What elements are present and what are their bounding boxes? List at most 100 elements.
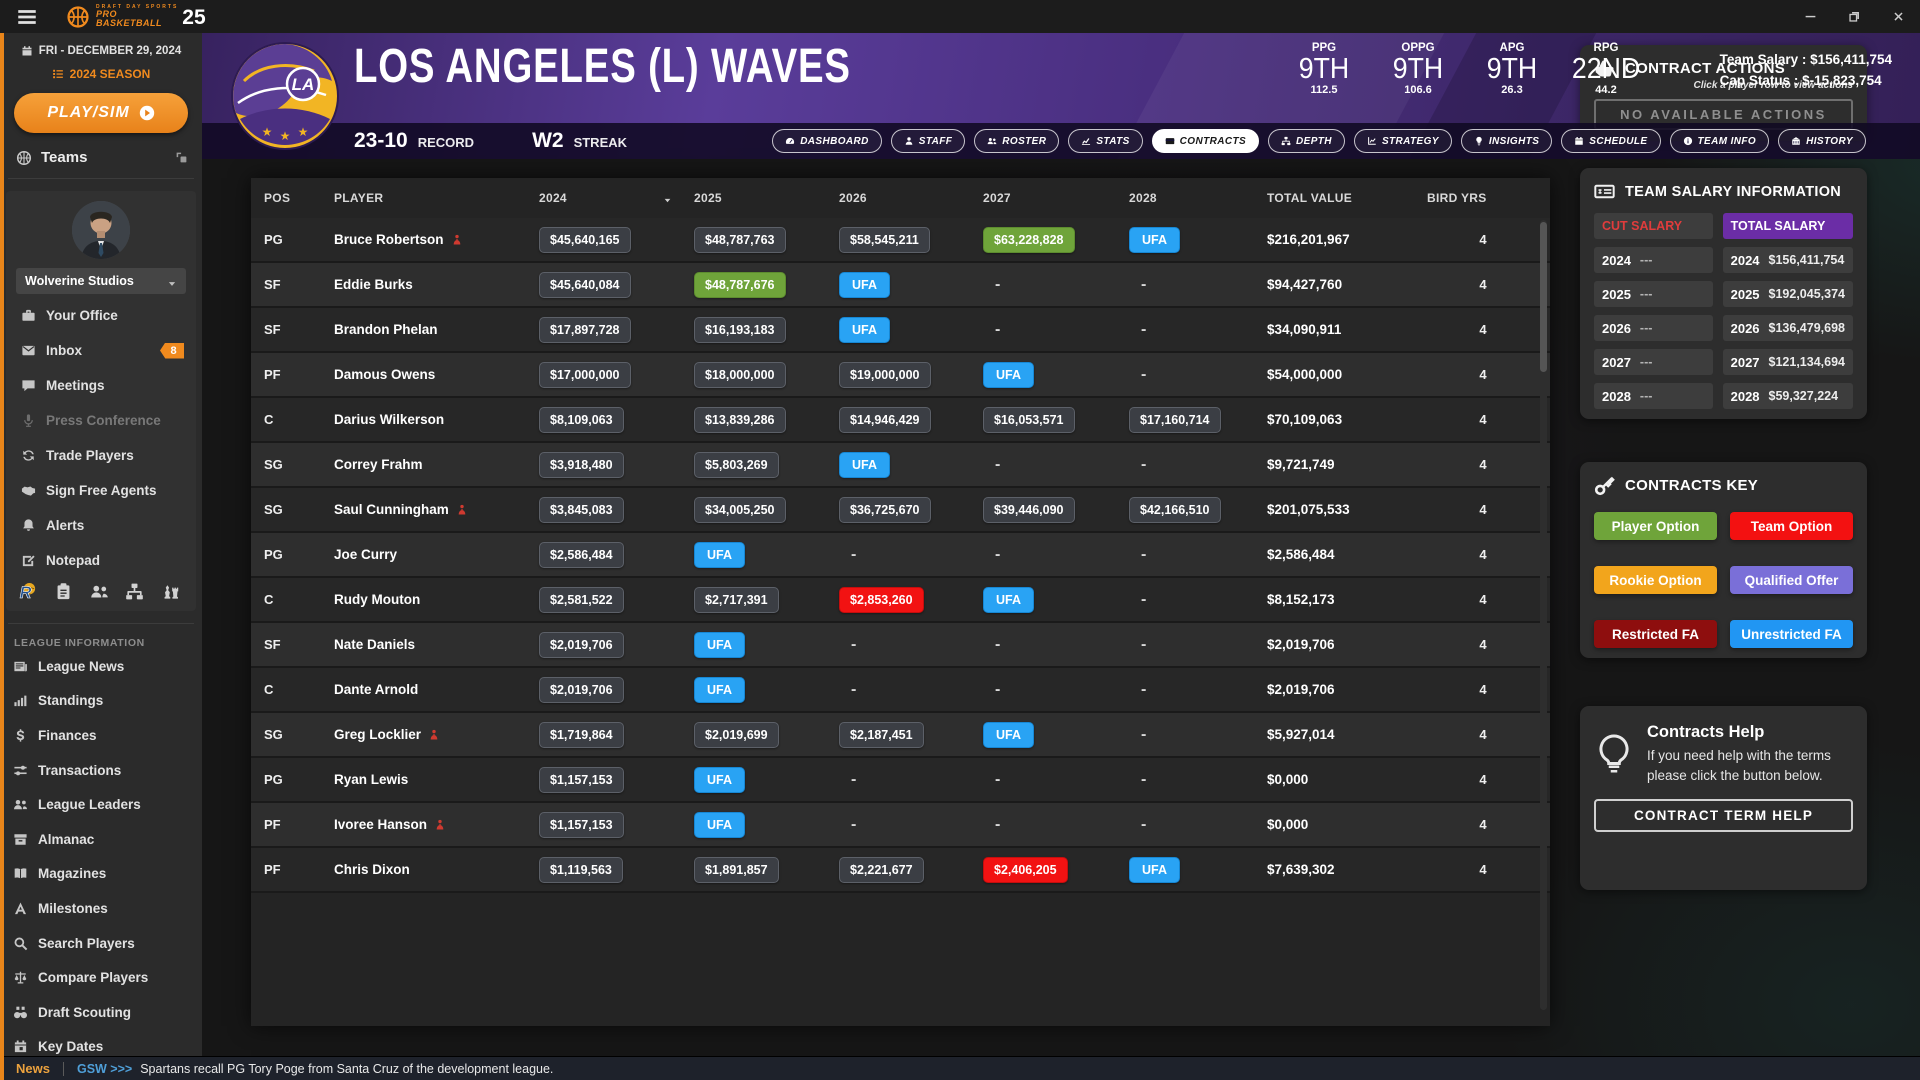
salary-chip[interactable]: $36,725,670 <box>839 496 931 523</box>
player-contract-row[interactable]: C Darius Wilkerson $8,109,063 $13,839,286 $… <box>251 398 1550 443</box>
team-option-chip[interactable]: $2,406,205 <box>983 856 1068 883</box>
salary-chip[interactable]: $16,053,571 <box>983 406 1075 433</box>
column-header-total-value[interactable]: TOTAL VALUE <box>1267 191 1353 205</box>
tab-contracts[interactable]: CONTRACTS <box>1151 129 1260 153</box>
player-contract-row[interactable]: SF Eddie Burks $45,640,084 $48,787,676 UFA -… <box>251 263 1550 308</box>
team-option-chip[interactable]: $2,853,260 <box>839 586 924 613</box>
menu-hamburger-icon[interactable] <box>14 7 40 27</box>
sidebar-item-inbox[interactable]: Inbox 8 <box>6 333 196 368</box>
sidebar-item-sign-free-agents[interactable]: Sign Free Agents <box>6 473 196 508</box>
salary-chip[interactable]: $2,586,484 <box>539 541 624 568</box>
salary-chip[interactable]: $2,717,391 <box>694 586 779 613</box>
salary-chip[interactable]: $13,839,286 <box>694 406 786 433</box>
column-header-2027[interactable]: 2027 <box>983 191 1011 205</box>
table-scrollbar[interactable] <box>1540 220 1547 1010</box>
salary-chip[interactable]: $2,019,699 <box>694 721 779 748</box>
sidebar-item-your-office[interactable]: Your Office <box>6 298 196 333</box>
sitemap-icon[interactable] <box>125 582 144 601</box>
salary-chip[interactable]: $3,918,480 <box>539 451 624 478</box>
salary-chip[interactable]: $17,160,714 <box>1129 406 1221 433</box>
sidebar-item-search-players[interactable]: Search Players <box>0 926 202 961</box>
salary-chip[interactable]: $2,019,706 <box>539 631 624 658</box>
ufa-chip[interactable]: UFA <box>694 811 745 838</box>
salary-chip[interactable]: $2,187,451 <box>839 721 924 748</box>
salary-chip[interactable]: $18,000,000 <box>694 361 786 388</box>
tab-roster[interactable]: ROSTER <box>974 129 1060 153</box>
player-contract-row[interactable]: SG Correy Frahm $3,918,480 $5,803,269 UFA - -… <box>251 443 1550 488</box>
salary-chip[interactable]: $1,891,857 <box>694 856 779 883</box>
close-button[interactable] <box>1876 0 1920 33</box>
ufa-chip[interactable]: UFA <box>839 451 890 478</box>
sidebar-item-standings[interactable]: Standings <box>0 684 202 719</box>
player-option-chip[interactable]: $48,787,676 <box>694 271 786 298</box>
player-contract-row[interactable]: C Dante Arnold $2,019,706 UFA - - - $2,019,706… <box>251 668 1550 713</box>
ufa-chip[interactable]: UFA <box>694 631 745 658</box>
sidebar-item-draft-scouting[interactable]: Draft Scouting <box>0 995 202 1030</box>
tab-stats[interactable]: STATS <box>1068 129 1143 153</box>
salary-chip[interactable]: $2,581,522 <box>539 586 624 613</box>
salary-chip[interactable]: $5,803,269 <box>694 451 779 478</box>
column-header-bird-yrs[interactable]: BIRD YRS <box>1427 191 1487 205</box>
ufa-chip[interactable]: UFA <box>983 586 1034 613</box>
sidebar-item-key-dates[interactable]: Key Dates <box>0 1030 202 1065</box>
sidebar-item-meetings[interactable]: Meetings <box>6 368 196 403</box>
sidebar-item-trade-players[interactable]: Trade Players <box>6 438 196 473</box>
sidebar-item-compare-players[interactable]: Compare Players <box>0 960 202 995</box>
tab-strategy[interactable]: STRATEGY <box>1353 129 1452 153</box>
ufa-chip[interactable]: UFA <box>1129 226 1180 253</box>
tab-dashboard[interactable]: DASHBOARD <box>772 129 882 153</box>
team-logo-r-icon[interactable]: R <box>18 582 37 602</box>
ufa-chip[interactable]: UFA <box>694 676 745 703</box>
tab-depth[interactable]: DEPTH <box>1268 129 1345 153</box>
sidebar-item-finances[interactable]: Finances <box>0 718 202 753</box>
restore-button[interactable] <box>1832 0 1876 33</box>
player-contract-row[interactable]: SG Saul Cunningham $3,845,083 $34,005,250 $… <box>251 488 1550 533</box>
ufa-chip[interactable]: UFA <box>1129 856 1180 883</box>
salary-chip[interactable]: $48,787,763 <box>694 226 786 253</box>
column-header-pos[interactable]: POS <box>264 191 291 205</box>
player-contract-row[interactable]: PF Damous Owens $17,000,000 $18,000,000 $19… <box>251 353 1550 398</box>
salary-chip[interactable]: $17,897,728 <box>539 316 631 343</box>
player-contract-row[interactable]: PG Ryan Lewis $1,157,153 UFA - - - $0,000 4 <box>251 758 1550 803</box>
salary-chip[interactable]: $45,640,084 <box>539 271 631 298</box>
sidebar-item-magazines[interactable]: Magazines <box>0 857 202 892</box>
sidebar-item-league-news[interactable]: League News <box>0 649 202 684</box>
column-header-player[interactable]: PLAYER <box>334 191 384 205</box>
sidebar-item-milestones[interactable]: Milestones <box>0 891 202 926</box>
player-contract-row[interactable]: PG Bruce Robertson $45,640,165 $48,787,763… <box>251 218 1550 263</box>
salary-chip[interactable]: $42,166,510 <box>1129 496 1221 523</box>
salary-chip[interactable]: $8,109,063 <box>539 406 624 433</box>
salary-chip[interactable]: $39,446,090 <box>983 496 1075 523</box>
player-contract-row[interactable]: SF Brandon Phelan $17,897,728 $16,193,183 U… <box>251 308 1550 353</box>
player-option-chip[interactable]: $63,228,828 <box>983 226 1075 253</box>
player-contract-row[interactable]: PF Ivoree Hanson $1,157,153 UFA - - - $0,000 4 <box>251 803 1550 848</box>
season-selector[interactable]: 2024 SEASON <box>0 67 202 81</box>
salary-chip[interactable]: $17,000,000 <box>539 361 631 388</box>
salary-chip[interactable]: $1,119,563 <box>539 856 623 883</box>
sidebar-item-notepad[interactable]: Notepad <box>6 543 196 578</box>
ufa-chip[interactable]: UFA <box>839 316 890 343</box>
salary-chip[interactable]: $1,719,864 <box>539 721 624 748</box>
salary-chip[interactable]: $1,157,153 <box>539 811 624 838</box>
sidebar-item-transactions[interactable]: Transactions <box>0 753 202 788</box>
salary-chip[interactable]: $1,157,153 <box>539 766 624 793</box>
sidebar-item-almanac[interactable]: Almanac <box>0 822 202 857</box>
column-header-2025[interactable]: 2025 <box>694 191 722 205</box>
team-select-dropdown[interactable]: Wolverine Studios <box>16 268 186 294</box>
ufa-chip[interactable]: UFA <box>694 541 745 568</box>
ufa-chip[interactable]: UFA <box>839 271 890 298</box>
salary-chip[interactable]: $16,193,183 <box>694 316 786 343</box>
salary-chip[interactable]: $45,640,165 <box>539 226 631 253</box>
salary-chip[interactable]: $19,000,000 <box>839 361 931 388</box>
ufa-chip[interactable]: UFA <box>694 766 745 793</box>
sidebar-item-league-leaders[interactable]: League Leaders <box>0 787 202 822</box>
salary-chip[interactable]: $2,019,706 <box>539 676 624 703</box>
ticker-team-tag[interactable]: GSW >>> <box>76 1061 133 1076</box>
column-header-2028[interactable]: 2028 <box>1129 191 1157 205</box>
tab-schedule[interactable]: SCHEDULE <box>1561 129 1661 153</box>
column-header-2024[interactable]: 2024 <box>539 191 694 205</box>
salary-chip[interactable]: $2,221,677 <box>839 856 924 883</box>
tab-insights[interactable]: INSIGHTS <box>1460 129 1553 153</box>
play-sim-button[interactable]: PLAY/SIM <box>14 93 188 133</box>
salary-chip[interactable]: $3,845,083 <box>539 496 624 523</box>
